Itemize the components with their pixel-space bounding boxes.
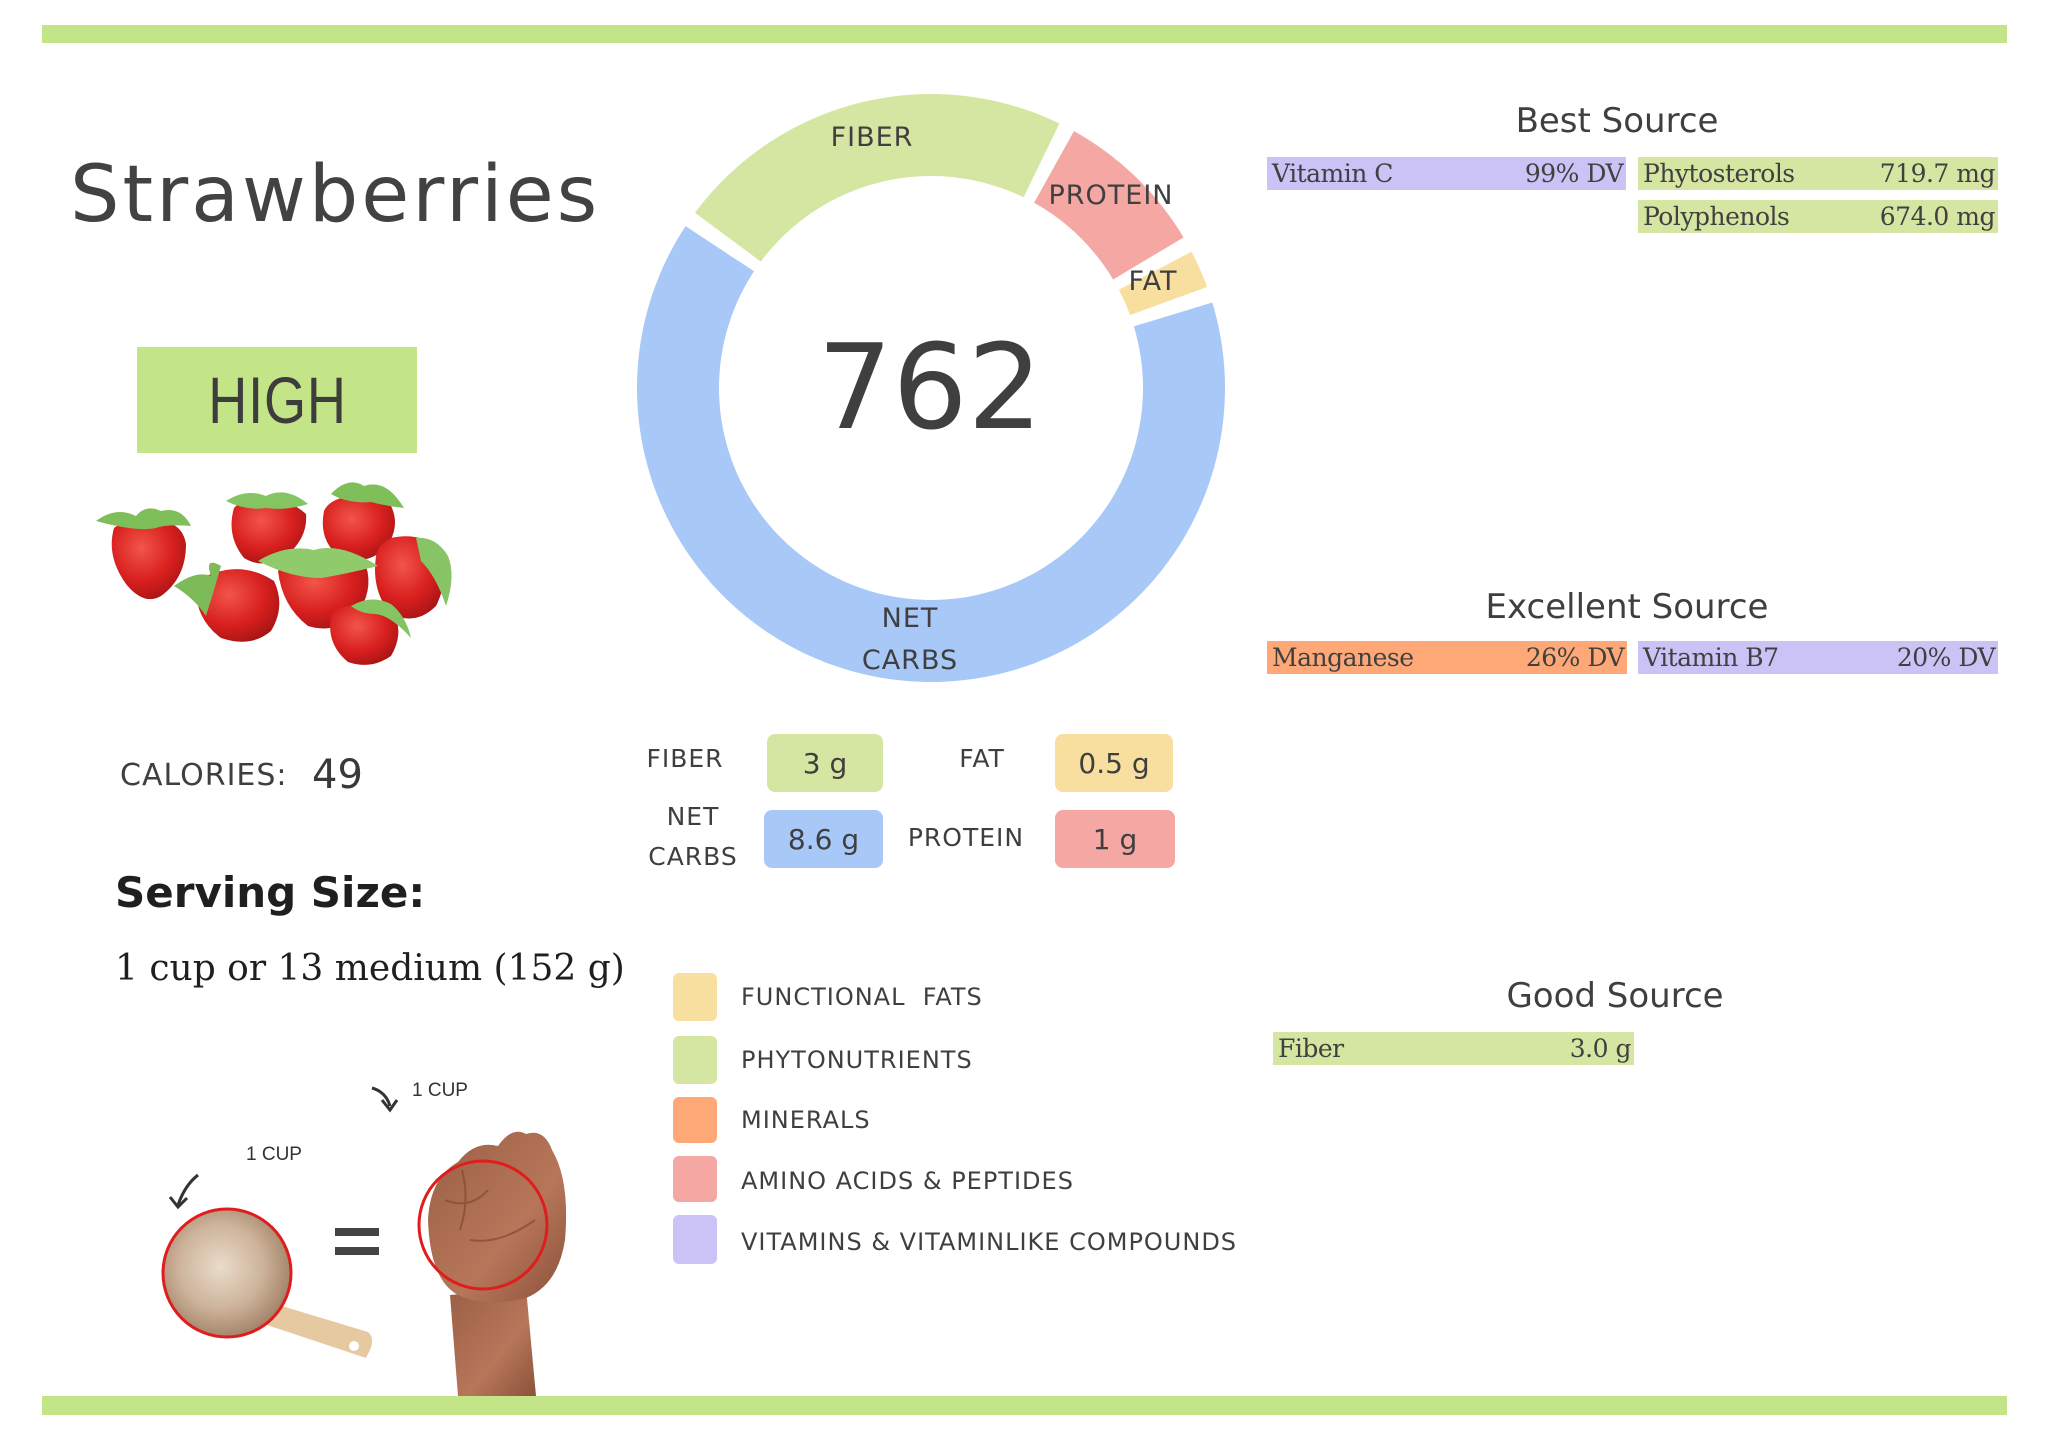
macro-value-protein: 1 g (1055, 810, 1175, 868)
nutrient-vitamin-b7: Vitamin B7 20% DV (1638, 641, 1998, 674)
legend-label-functional-fats: FUNCTIONAL FATS (741, 983, 983, 1011)
nutrient-name: Polyphenols (1643, 202, 1790, 231)
donut-segment-net-carbs (637, 226, 1225, 682)
serving-size-text: 1 cup or 13 medium (152 g) (115, 948, 625, 989)
serving-size-title: Serving Size: (115, 868, 426, 917)
macro-label-fiber: FIBER (646, 744, 724, 773)
nutrient-vitamin-c: Vitamin C 99% DV (1267, 157, 1626, 190)
food-title: Strawberries (70, 150, 601, 240)
nutrient-value: 719.7 mg (1879, 159, 1996, 188)
legend-label-minerals: MINERALS (741, 1106, 871, 1134)
strawberries-image (86, 466, 462, 671)
nutrient-phytosterols: Phytosterols 719.7 mg (1638, 157, 1998, 190)
macro-value-net-carbs: 8.6 g (764, 810, 883, 868)
nutrient-value: 674.0 mg (1879, 202, 1996, 231)
legend-swatch-functional-fats (673, 973, 717, 1021)
cup-label-right: 1 CUP (412, 1080, 468, 1101)
nutrient-name: Vitamin C (1272, 159, 1393, 188)
nutrient-name: Fiber (1278, 1034, 1344, 1063)
donut-label-protein: PROTEIN (1048, 179, 1174, 211)
legend-swatch-vitamins (673, 1215, 717, 1264)
top-accent-bar (42, 25, 2007, 43)
macro-value-fiber: 3 g (767, 734, 883, 792)
donut-chart-icon (637, 94, 1225, 682)
macro-label-fat: FAT (959, 744, 1005, 773)
macro-label-protein: PROTEIN (907, 823, 1025, 852)
good-source-title: Good Source (1506, 976, 1724, 1016)
macro-donut-chart (637, 94, 1225, 682)
cup-fist-illustration-icon (161, 1086, 567, 1396)
nutrient-polyphenols: Polyphenols 674.0 mg (1638, 200, 1998, 233)
macro-label-net: NET (666, 802, 720, 831)
cup-label-left: 1 CUP (246, 1144, 302, 1165)
level-badge-text: HIGH (207, 363, 347, 437)
nutrient-value: 20% DV (1896, 643, 1996, 672)
donut-segment-fiber (694, 94, 1060, 262)
nutrient-value: 99% DV (1524, 159, 1624, 188)
donut-label-net: NET (881, 602, 939, 634)
donut-label-fat: FAT (1128, 265, 1178, 297)
macro-value-fat: 0.5 g (1055, 734, 1173, 792)
calories-value: 49 (312, 752, 363, 798)
bottom-accent-bar (42, 1396, 2007, 1415)
donut-center-value: 762 (817, 318, 1043, 456)
nutrient-manganese: Manganese 26% DV (1267, 641, 1627, 674)
legend-swatch-amino-acids (673, 1156, 717, 1202)
legend-swatch-minerals (673, 1097, 717, 1143)
serving-illustration (140, 1070, 580, 1396)
calories-label: CALORIES: (120, 758, 288, 793)
nutrient-fiber: Fiber 3.0 g (1273, 1032, 1634, 1065)
strawberry-icon (96, 482, 452, 665)
best-source-title: Best Source (1515, 101, 1719, 141)
legend-label-phytonutrients: PHYTONUTRIENTS (741, 1046, 973, 1074)
nutrient-name: Manganese (1272, 643, 1414, 672)
donut-segment-fat (1118, 251, 1208, 316)
nutrient-name: Vitamin B7 (1643, 643, 1779, 672)
legend-label-amino-acids: AMINO ACIDS & PEPTIDES (741, 1167, 1074, 1195)
nutrient-name: Phytosterols (1643, 159, 1795, 188)
level-badge: HIGH (137, 347, 417, 453)
nutrient-value: 26% DV (1525, 643, 1625, 672)
nutrient-value: 3.0 g (1569, 1034, 1632, 1063)
excellent-source-title: Excellent Source (1485, 587, 1769, 627)
macro-label-carbs: CARBS (648, 842, 738, 871)
donut-label-carbs: CARBS (861, 644, 959, 676)
legend-swatch-phytonutrients (673, 1036, 717, 1084)
legend-label-vitamins: VITAMINS & VITAMINLIKE COMPOUNDS (741, 1228, 1238, 1256)
donut-label-fiber: FIBER (830, 121, 914, 153)
donut-segment-protein (1034, 131, 1184, 280)
